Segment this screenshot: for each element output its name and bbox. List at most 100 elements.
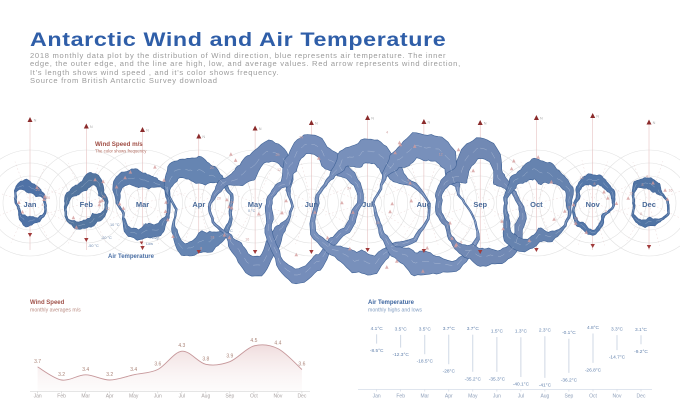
svg-text:Nov: Nov [273, 394, 282, 400]
svg-text:16: 16 [669, 188, 673, 192]
svg-text:Oct: Oct [250, 394, 258, 400]
svg-text:-28°C: -28°C [443, 369, 456, 375]
svg-text:0 °C: 0 °C [248, 209, 256, 213]
svg-text:Oct: Oct [530, 200, 543, 209]
svg-text:4.5: 4.5 [250, 338, 257, 344]
svg-text:16: 16 [245, 237, 249, 241]
svg-text:1.5°C: 1.5°C [491, 329, 504, 335]
svg-text:3.7°C: 3.7°C [443, 326, 456, 332]
svg-text:12: 12 [629, 192, 633, 196]
svg-text:3.2: 3.2 [58, 372, 65, 378]
svg-text:Air Temperature: Air Temperature [368, 300, 415, 306]
svg-text:Wind Speed: Wind Speed [30, 300, 65, 306]
svg-text:N: N [146, 129, 149, 133]
svg-text:3.4: 3.4 [130, 367, 137, 373]
svg-text:4: 4 [407, 178, 409, 182]
svg-text:Aug: Aug [201, 394, 210, 400]
svg-text:-50 °C: -50 °C [88, 244, 99, 248]
svg-text:Apr: Apr [106, 394, 114, 400]
svg-text:N: N [90, 125, 93, 129]
svg-text:Dec: Dec [637, 394, 646, 400]
svg-text:Jun: Jun [493, 394, 501, 400]
svg-text:3.7°C: 3.7°C [467, 326, 480, 332]
svg-text:Aug: Aug [417, 200, 432, 209]
svg-text:N: N [596, 115, 599, 119]
svg-text:-20 °C: -20 °C [101, 236, 112, 240]
svg-text:-26.8°C: -26.8°C [585, 367, 602, 373]
svg-text:Jan: Jan [373, 394, 381, 400]
svg-text:24: 24 [347, 186, 351, 190]
svg-text:4.1°C: 4.1°C [371, 326, 384, 332]
svg-text:-40.1°C: -40.1°C [513, 382, 530, 388]
svg-text:3.5°C: 3.5°C [419, 326, 432, 332]
svg-text:Jul: Jul [362, 200, 373, 209]
svg-text:4: 4 [45, 196, 47, 200]
svg-text:20: 20 [210, 166, 214, 170]
svg-text:monthly highs and lows: monthly highs and lows [368, 308, 422, 314]
svg-text:N: N [371, 117, 374, 121]
svg-text:Nov: Nov [613, 394, 622, 400]
svg-text:4.3: 4.3 [178, 343, 185, 349]
svg-text:-8.5°C: -8.5°C [370, 348, 384, 354]
svg-text:4.4: 4.4 [274, 341, 281, 347]
svg-text:8: 8 [605, 210, 607, 214]
svg-text:12: 12 [277, 168, 281, 172]
svg-text:N: N [484, 122, 487, 126]
svg-text:Dec: Dec [642, 200, 656, 209]
svg-text:1.3°C: 1.3°C [515, 329, 528, 335]
svg-text:4: 4 [386, 131, 388, 135]
svg-text:3.5°C: 3.5°C [395, 326, 408, 332]
svg-text:12: 12 [106, 207, 110, 211]
svg-text:4: 4 [646, 175, 648, 179]
svg-text:-18.5°C: -18.5°C [417, 359, 434, 365]
svg-text:-14.7°C: -14.7°C [609, 355, 626, 361]
svg-text:-0.1°C: -0.1°C [562, 330, 576, 336]
svg-text:20: 20 [36, 188, 40, 192]
svg-text:24: 24 [211, 236, 215, 240]
svg-text:The color shows frequency: The color shows frequency [95, 149, 147, 154]
svg-text:Apr: Apr [192, 200, 205, 209]
svg-text:Dec: Dec [297, 394, 306, 400]
svg-text:3.2: 3.2 [106, 372, 113, 378]
svg-text:Air Temperature: Air Temperature [108, 254, 155, 260]
svg-text:N: N [653, 121, 656, 125]
svg-text:8: 8 [640, 212, 642, 216]
svg-text:May: May [248, 200, 263, 209]
svg-text:Jan: Jan [34, 394, 42, 400]
svg-text:3.9: 3.9 [226, 354, 233, 360]
svg-text:12: 12 [439, 153, 443, 157]
svg-text:3.8: 3.8 [202, 356, 209, 362]
svg-text:24: 24 [376, 221, 380, 225]
svg-text:-30 °C: -30 °C [222, 229, 233, 233]
svg-text:May: May [468, 394, 478, 400]
svg-text:Sep: Sep [225, 394, 234, 400]
svg-text:20: 20 [574, 216, 578, 220]
svg-text:N: N [34, 119, 37, 123]
svg-text:24: 24 [299, 136, 303, 140]
svg-text:20: 20 [276, 153, 280, 157]
svg-text:N: N [259, 127, 262, 131]
svg-text:12: 12 [580, 176, 584, 180]
svg-text:8: 8 [642, 183, 644, 187]
svg-text:Mar: Mar [136, 200, 149, 209]
svg-text:3.4: 3.4 [82, 367, 89, 373]
svg-text:High: High [143, 223, 151, 227]
svg-text:4: 4 [41, 203, 43, 207]
svg-text:3.3°C: 3.3°C [611, 327, 624, 333]
svg-text:May: May [129, 394, 139, 400]
svg-text:Jul: Jul [179, 394, 185, 400]
svg-text:3.7: 3.7 [34, 359, 41, 365]
svg-text:N: N [202, 135, 205, 139]
svg-text:Low: Low [146, 242, 153, 246]
svg-text:N: N [540, 117, 543, 121]
svg-text:8: 8 [594, 182, 596, 186]
svg-text:8: 8 [200, 247, 202, 251]
svg-text:24: 24 [102, 195, 106, 199]
svg-text:-41°C: -41°C [539, 382, 552, 388]
svg-text:Feb: Feb [80, 200, 94, 209]
svg-text:Jun: Jun [154, 394, 162, 400]
svg-text:3.1°C: 3.1°C [635, 327, 648, 333]
svg-text:Jun: Jun [305, 200, 319, 209]
svg-text:Oct: Oct [589, 394, 597, 400]
svg-text:10 °C: 10 °C [110, 223, 120, 227]
